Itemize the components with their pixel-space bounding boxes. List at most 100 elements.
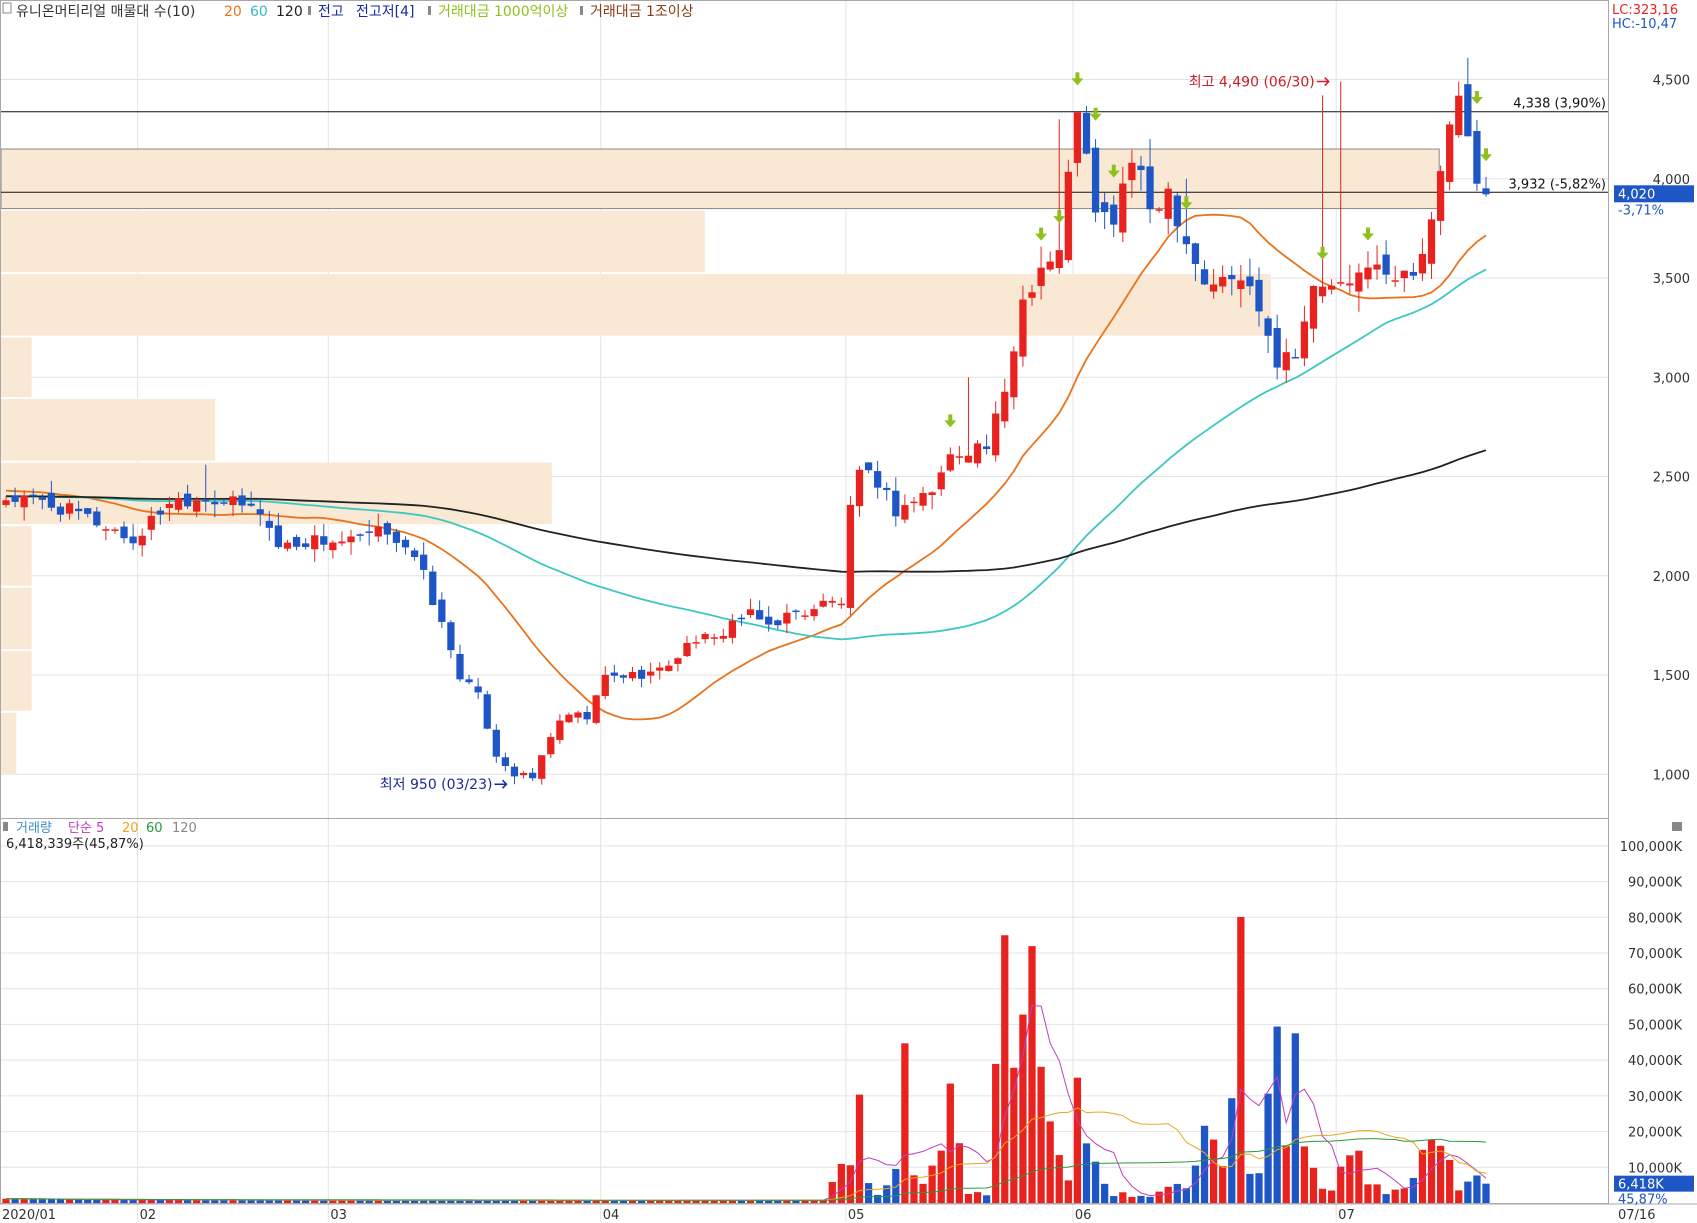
volume-moving-averages [5, 1004, 1487, 1201]
vol-legend-ma20: 20 [122, 821, 139, 836]
volume-bar [774, 1200, 782, 1203]
volume-bar [474, 1200, 482, 1203]
volume-profile-band [1, 712, 17, 775]
volume-bar [1128, 1196, 1136, 1203]
candle-body [238, 495, 246, 506]
volume-bar [1073, 1077, 1082, 1203]
volume-bar [528, 1200, 537, 1203]
volume-bar [792, 1200, 800, 1203]
volume-bar [356, 1200, 364, 1203]
volume-bar [846, 1165, 855, 1203]
candle-body [1346, 283, 1354, 286]
volume-bar [1209, 1139, 1218, 1203]
candle-body [1209, 284, 1218, 292]
candle-body [955, 456, 964, 458]
volume-legend: 거래량 단순 5 20 60 120 6,418,339주(45,87%) [3, 821, 1682, 852]
volume-bar [174, 1199, 183, 1203]
candle-body [1382, 254, 1390, 275]
candle-body [556, 720, 564, 740]
date-tick-label: 06 [1075, 1208, 1092, 1223]
candle-body [183, 493, 192, 507]
candle-body [1237, 280, 1245, 290]
moving-average-lines [5, 213, 1487, 721]
ma60-line [5, 268, 1487, 641]
candle-body [202, 500, 210, 502]
candle-body [1328, 285, 1336, 290]
price-tick-label: 1,500 [1653, 669, 1690, 684]
candle-body [1318, 286, 1327, 297]
volume-bar [483, 1200, 491, 1203]
volume-bar [1228, 1098, 1236, 1203]
candle-body [1455, 95, 1463, 136]
signal-arrows [944, 72, 1492, 428]
volume-bar [1382, 1194, 1390, 1203]
legend-title[interactable]: 유니온머티리얼 매물대 수(10) [16, 4, 195, 20]
candle-body [147, 515, 155, 530]
price-legend: 유니온머티리얼 매물대 수(10) 20 60 120 전고 전고저[4] 거래… [2, 2, 694, 20]
candle-body [783, 612, 791, 624]
candle-body [1055, 250, 1063, 269]
candle-body [1064, 171, 1072, 261]
volume-bar [29, 1199, 37, 1203]
candle-body [819, 600, 827, 607]
candle-body [174, 498, 183, 510]
signal-arrow-icon [1035, 227, 1048, 241]
volume-bar [901, 1043, 909, 1203]
candle-body [56, 506, 65, 515]
volume-bar [665, 1200, 673, 1203]
candle-body [683, 642, 691, 657]
candle-body [420, 554, 428, 570]
legend-vol1jo: 거래대금 1조이상 [590, 4, 694, 20]
volume-bar [1064, 1180, 1072, 1203]
volume-bar [11, 1198, 19, 1203]
signal-arrow-icon [1107, 164, 1120, 178]
candle-body [311, 535, 319, 550]
candle-body [1300, 321, 1309, 359]
volume-tick-label: 40,000K [1628, 1054, 1682, 1069]
annotation-arrows [494, 77, 1330, 789]
candle-body [1482, 188, 1490, 195]
candle-body [755, 610, 764, 620]
candle-body [710, 637, 718, 639]
candle-body [365, 531, 373, 533]
candle-body [65, 503, 74, 514]
candle-body [583, 711, 591, 720]
volume-bar [1273, 1026, 1281, 1203]
candle-body [1182, 236, 1190, 245]
candle-body [1291, 356, 1299, 359]
candle-body [1073, 112, 1082, 163]
price-panel-frame [0, 0, 1609, 819]
volume-bar [1200, 1125, 1209, 1203]
candle-body [874, 471, 882, 488]
volume-bar [256, 1200, 264, 1203]
volume-bar [565, 1200, 573, 1203]
volume-bar [619, 1200, 628, 1203]
candle-body [1473, 131, 1481, 184]
signal-arrow-icon [1180, 196, 1193, 210]
volume-bar [2, 1198, 10, 1203]
volume-bar [892, 1168, 900, 1203]
candle-body [320, 536, 328, 545]
volume-bar [283, 1200, 292, 1203]
line-high-label: 4,338 (3,90%) [1513, 97, 1606, 112]
volume-tick-label: 80,000K [1628, 911, 1682, 926]
volume-profile-band [1, 462, 552, 525]
candle-body [438, 599, 446, 622]
candle-body [383, 523, 391, 535]
candle-body [356, 534, 364, 536]
candle-body [1364, 267, 1372, 280]
date-tick-label: 07/16 [1618, 1208, 1655, 1223]
volume-bar [592, 1200, 600, 1203]
volume-bar [392, 1200, 401, 1203]
volume-bar [819, 1200, 827, 1203]
volume-bar [719, 1200, 727, 1203]
low-annotation: 최저 950 (03/23) [380, 777, 493, 793]
candle-body [338, 541, 346, 544]
candle-body [292, 536, 301, 547]
volume-bar [1110, 1196, 1118, 1203]
volume-bar [1309, 1167, 1318, 1203]
volume-bar [165, 1199, 174, 1203]
vol-ma60 [5, 1138, 1487, 1201]
candle-body [483, 694, 491, 729]
